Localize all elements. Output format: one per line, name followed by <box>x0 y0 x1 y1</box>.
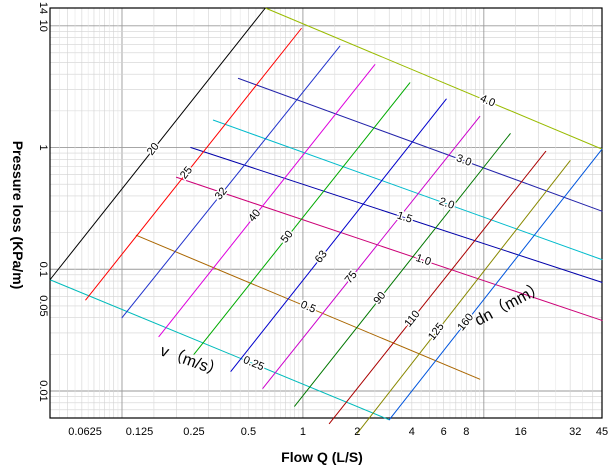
tick-labels: 0.0625 0.125 0.25 0.5 1 2 4 6 8 16 32 45 0.01 0.05 0.1… <box>37 2 608 438</box>
x-tick-label: 16 <box>515 426 527 438</box>
plot-border <box>49 7 603 419</box>
velocity-label-0.25: 0.25 <box>241 354 265 373</box>
diameter-label-63: 63 <box>313 248 330 265</box>
y-tick-label: 10 <box>37 20 49 32</box>
diameter-label-20: 20 <box>145 141 162 158</box>
x-tick-label: 0.125 <box>126 426 154 438</box>
diameter-label-50: 50 <box>279 228 296 245</box>
x-axis-title: Flow Q (L/S) <box>281 449 363 465</box>
y-tick-label: 0.1 <box>37 262 49 277</box>
y-tick-label: 0.05 <box>37 295 49 316</box>
grid <box>50 8 602 418</box>
diameter-label-110: 110 <box>402 308 422 329</box>
diameter-line-63 <box>230 98 447 372</box>
velocity-line-1.5 <box>190 147 603 283</box>
velocity-line-0.5 <box>135 234 481 380</box>
diameter-line-75 <box>262 115 481 389</box>
diameter-label-40: 40 <box>246 207 263 224</box>
velocity-line-4.0 <box>264 7 603 150</box>
x-tick-label: 0.25 <box>183 426 204 438</box>
diameter-line-90 <box>294 133 511 407</box>
x-tick-label: 4 <box>409 426 415 438</box>
x-tick-label: 0.0625 <box>68 426 102 438</box>
x-tick-label: 2 <box>354 426 360 438</box>
plot-frame <box>49 7 603 419</box>
velocity-label-1.5: 1.5 <box>395 210 413 226</box>
velocity-label-0.5: 0.5 <box>299 299 318 316</box>
y-tick-label: 14 <box>37 2 49 14</box>
velocity-label-2.0: 2.0 <box>437 195 455 211</box>
diameter-group-label: dn（mm） <box>472 278 548 330</box>
y-tick-label: 0.01 <box>37 380 49 401</box>
velocity-line-0.25 <box>49 279 390 421</box>
diameter-line-160 <box>388 148 603 421</box>
velocity-line-2.0 <box>212 119 603 261</box>
velocity-label-1.0: 1.0 <box>414 252 432 268</box>
x-tick-label: 6 <box>441 426 447 438</box>
velocity-label-4.0: 4.0 <box>478 93 497 110</box>
diameter-label-90: 90 <box>371 290 388 307</box>
x-tick-label: 0.5 <box>241 426 256 438</box>
x-tick-label: 8 <box>463 426 469 438</box>
diameter-line-50 <box>193 82 411 355</box>
diameter-line-40 <box>158 64 376 338</box>
x-tick-label: 45 <box>596 426 608 438</box>
diameter-line-25 <box>85 28 302 301</box>
y-axis-title: Pressure loss (KPa/m) <box>10 141 26 290</box>
velocity-line-3.0 <box>237 77 603 212</box>
x-tick-label: 1 <box>300 426 306 438</box>
diameter-line-20 <box>49 7 266 281</box>
velocity-line-1.0 <box>175 176 603 321</box>
diameter-label-32: 32 <box>213 185 230 202</box>
velocity-group-label: v（m/s） <box>158 342 226 381</box>
diameter-line-125 <box>356 160 571 434</box>
x-tick-label: 32 <box>569 426 581 438</box>
diameter-line-110 <box>328 150 547 425</box>
series-lines <box>49 7 603 434</box>
y-tick-label: 1 <box>37 144 49 150</box>
diameter-line-32 <box>121 45 341 319</box>
